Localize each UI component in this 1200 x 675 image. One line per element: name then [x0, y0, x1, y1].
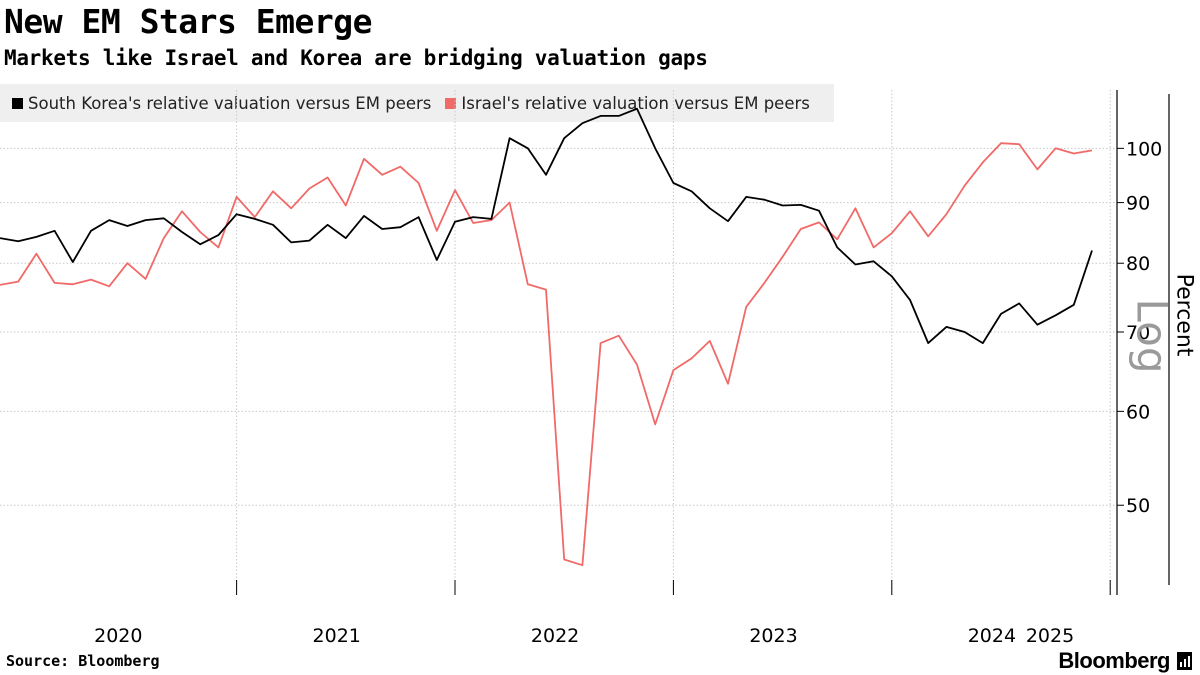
- x-tick-label-2021: 2021: [313, 625, 361, 647]
- x-tick-label-2022: 2022: [531, 625, 579, 647]
- y-tick-label-100: 100: [1126, 138, 1162, 160]
- x-tick-label-2020: 2020: [94, 625, 142, 647]
- y-axis-label: Percent: [1171, 273, 1197, 357]
- x-tick-label-2023: 2023: [749, 625, 797, 647]
- legend-swatch-korea: [12, 97, 23, 109]
- log-scale-label: Log: [1127, 298, 1177, 374]
- y-tick-label-70: 70: [1126, 322, 1150, 344]
- series-line-south-korea: [0, 107, 1093, 345]
- legend-label-korea: South Korea's relative valuation versus …: [28, 93, 432, 113]
- series-line-israel: [0, 142, 1093, 567]
- legend-item-korea[interactable]: South Korea's relative valuation versus …: [12, 94, 431, 113]
- bloomberg-terminal-icon: [1177, 652, 1192, 670]
- y-tick-label-90: 90: [1126, 193, 1150, 215]
- y-tick-label-60: 60: [1126, 401, 1150, 423]
- bloomberg-logo: Bloomberg: [1058, 648, 1170, 673]
- chart-subtitle: Markets like Israel and Korea are bridgi…: [4, 46, 708, 70]
- legend-label-israel: Israel's relative valuation versus EM pe…: [461, 93, 810, 113]
- legend-item-israel[interactable]: Israel's relative valuation versus EM pe…: [445, 94, 810, 113]
- legend-swatch-israel: [445, 97, 457, 109]
- y-tick-label-50: 50: [1126, 495, 1150, 517]
- x-tick-label-2024: 2024: [968, 625, 1016, 647]
- y-tick-label-80: 80: [1126, 253, 1150, 275]
- legend: South Korea's relative valuation versus …: [0, 84, 834, 122]
- source-note: Source: Bloomberg: [6, 652, 160, 670]
- chart-title: New EM Stars Emerge: [4, 2, 373, 41]
- x-tick-label-2025: 2025: [1026, 625, 1074, 647]
